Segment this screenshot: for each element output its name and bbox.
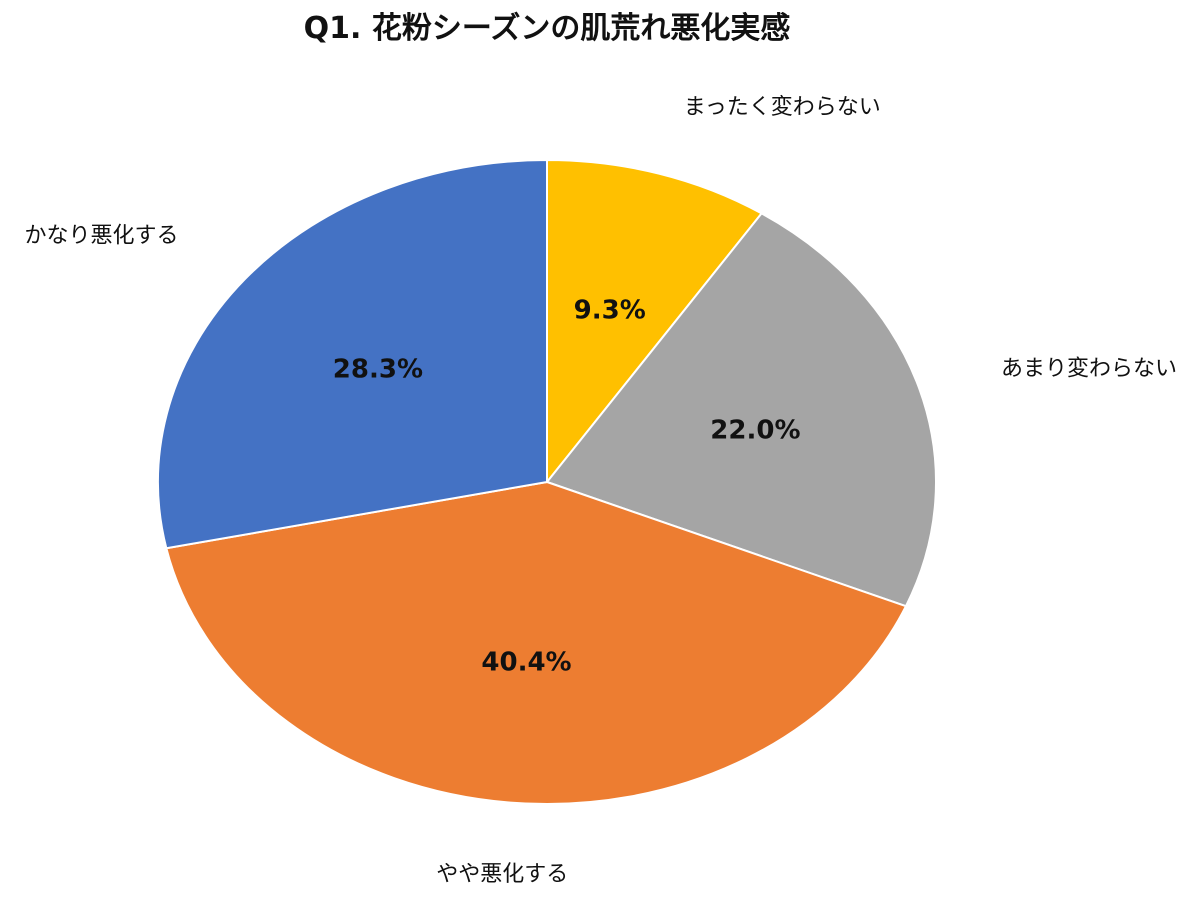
data-label-0: 9.3% [574, 295, 646, 325]
chart-title: Q1. 花粉シーズンの肌荒れ悪化実感 [304, 11, 791, 46]
category-label-0: まったく変わらない [684, 95, 881, 120]
data-label-3: 28.3% [333, 354, 423, 384]
pie-slice-2 [165, 480, 908, 805]
data-label-2: 40.4% [481, 648, 571, 678]
data-labels: 9.3% 22.0% 40.4% 28.3% [333, 295, 801, 677]
category-label-1: あまり変わらない [1001, 357, 1177, 382]
category-label-3: かなり悪化する [24, 224, 178, 249]
pie-slice-3 [156, 158, 548, 550]
pie-slices [156, 158, 937, 805]
pie-slice-0 [546, 158, 764, 485]
pie-slice-1 [545, 212, 937, 608]
data-label-1: 22.0% [710, 416, 800, 446]
category-label-2: やや悪化する [436, 862, 568, 887]
